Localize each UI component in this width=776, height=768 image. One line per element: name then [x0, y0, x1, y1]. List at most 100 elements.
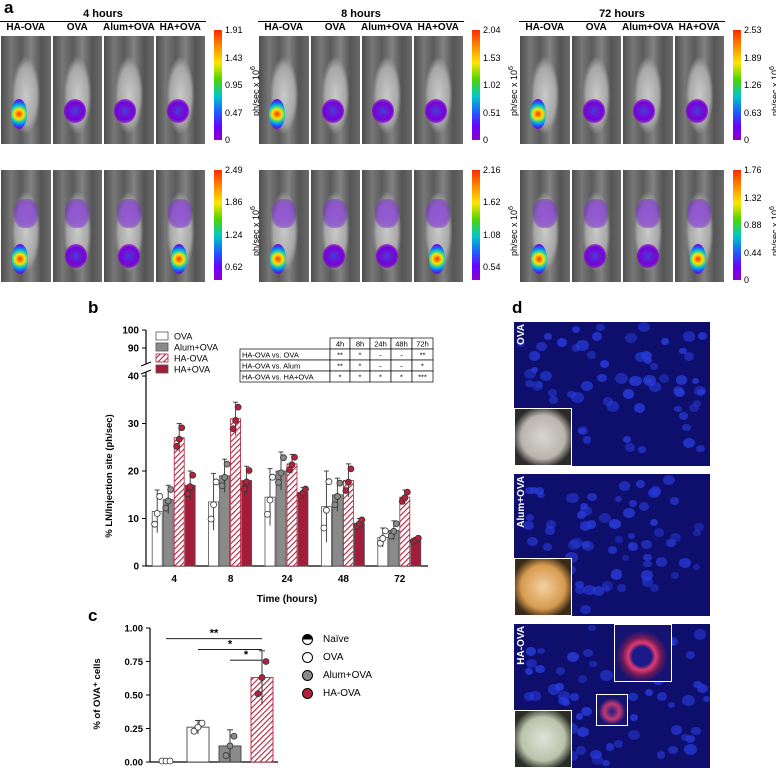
nucleus	[638, 446, 646, 453]
data-point	[254, 690, 262, 698]
signal-blob	[269, 243, 286, 274]
column-label: HA-OVA	[264, 22, 304, 33]
signal-blob	[375, 243, 398, 268]
signal-blob	[632, 98, 655, 123]
abdominal-signal	[13, 199, 38, 229]
mouse-image	[155, 170, 205, 282]
nucleus	[566, 492, 579, 504]
table-cell-text: *	[421, 362, 424, 371]
nucleus	[575, 585, 586, 594]
nucleus	[537, 648, 545, 655]
scale-tick-label: 2.49	[225, 165, 243, 175]
nucleus	[681, 423, 691, 432]
data-point	[210, 501, 217, 509]
data-point	[240, 485, 248, 493]
table-cell-text: -	[400, 362, 403, 371]
nucleus	[524, 368, 537, 380]
table-cell	[411, 370, 434, 383]
legend-item-naive: Naïve	[302, 630, 422, 648]
nucleus	[583, 649, 593, 657]
color-scale-bar	[214, 170, 222, 280]
table-cell-text: HA-OVA vs. OVA	[242, 351, 299, 360]
nucleus	[644, 689, 654, 697]
column-label: OVA	[66, 22, 88, 33]
data-point	[178, 424, 186, 432]
mouse-image	[362, 170, 412, 282]
mouse-image	[52, 36, 102, 144]
nucleus	[657, 692, 668, 701]
y-axis-title: % LN/Injection site (ph/sec)	[104, 414, 115, 538]
nucleus	[602, 397, 613, 406]
fluorescence-label-ha-ova: HA-OVA	[516, 626, 527, 665]
lymph-node-photo-ova	[514, 408, 572, 466]
nucleus	[697, 388, 705, 395]
nucleus	[535, 342, 547, 352]
data-point	[229, 425, 237, 433]
legend-swatch	[155, 342, 169, 352]
nucleus	[660, 338, 669, 345]
signal-blob	[64, 243, 87, 268]
group-title-underline	[258, 21, 464, 22]
nucleus	[567, 651, 580, 663]
nucleus	[542, 542, 553, 551]
nucleus	[702, 695, 710, 702]
table-cell-text: 48h	[395, 340, 408, 349]
nucleus	[517, 340, 525, 347]
scale-tick-label: 0.63	[744, 107, 762, 118]
nucleus	[569, 537, 583, 549]
nucleus	[599, 359, 610, 368]
nucleus	[529, 691, 541, 701]
fluorescence-panel-ova: OVA	[514, 322, 710, 466]
nucleus	[548, 396, 559, 405]
color-scale-bar	[472, 170, 480, 280]
abdominal-signal	[532, 199, 557, 229]
nucleus	[655, 557, 667, 567]
signal-blob	[113, 98, 136, 123]
table-cell-text: ***	[418, 373, 427, 382]
nucleus	[565, 552, 578, 563]
y-tick-label: 20	[128, 467, 140, 478]
nucleus	[640, 540, 652, 550]
bar	[399, 496, 411, 567]
data-point	[222, 752, 230, 759]
signal-blob	[689, 243, 706, 274]
nucleus	[685, 734, 696, 743]
nucleus	[642, 553, 652, 562]
scale-unit-exponent: 6	[508, 66, 515, 70]
nucleus	[577, 675, 587, 684]
nucleus	[536, 491, 545, 499]
legend-swatch	[155, 353, 169, 363]
nucleus	[531, 366, 539, 373]
nucleus	[650, 363, 658, 370]
data-point	[414, 534, 422, 542]
nucleus	[581, 706, 593, 717]
signal-blob	[428, 243, 445, 274]
scale-tick-label: 1.24	[225, 229, 243, 240]
nucleus	[534, 486, 545, 496]
column-label: HA+OVA	[678, 22, 720, 33]
nucleus	[614, 373, 628, 384]
data-point	[403, 488, 411, 496]
nucleus	[526, 536, 538, 547]
data-point	[151, 520, 159, 528]
data-point	[218, 482, 226, 490]
scale-tick-label: 2.53	[744, 25, 762, 35]
data-point	[245, 467, 253, 474]
scale-tick-label: 0.51	[483, 107, 501, 118]
nucleus	[582, 436, 592, 444]
nucleus	[697, 332, 707, 341]
nucleus	[605, 743, 614, 751]
data-point	[266, 496, 274, 504]
bar	[173, 437, 185, 567]
nucleus	[633, 403, 645, 413]
x-axis-title: Time (hours)	[257, 594, 317, 605]
table-cell-text: *	[359, 373, 362, 382]
lymph-node-photo-ha-ova	[514, 710, 572, 768]
scale-unit-exponent: 6	[769, 206, 776, 210]
group-title-1: 8 hours	[341, 8, 381, 20]
scale-tick-label: 1.53	[483, 52, 501, 63]
mouse-image	[413, 170, 463, 282]
scale-tick-label: 0.47	[225, 107, 243, 118]
abdominal-signal	[426, 199, 451, 229]
scale-tick-label: 2.04	[483, 25, 501, 35]
